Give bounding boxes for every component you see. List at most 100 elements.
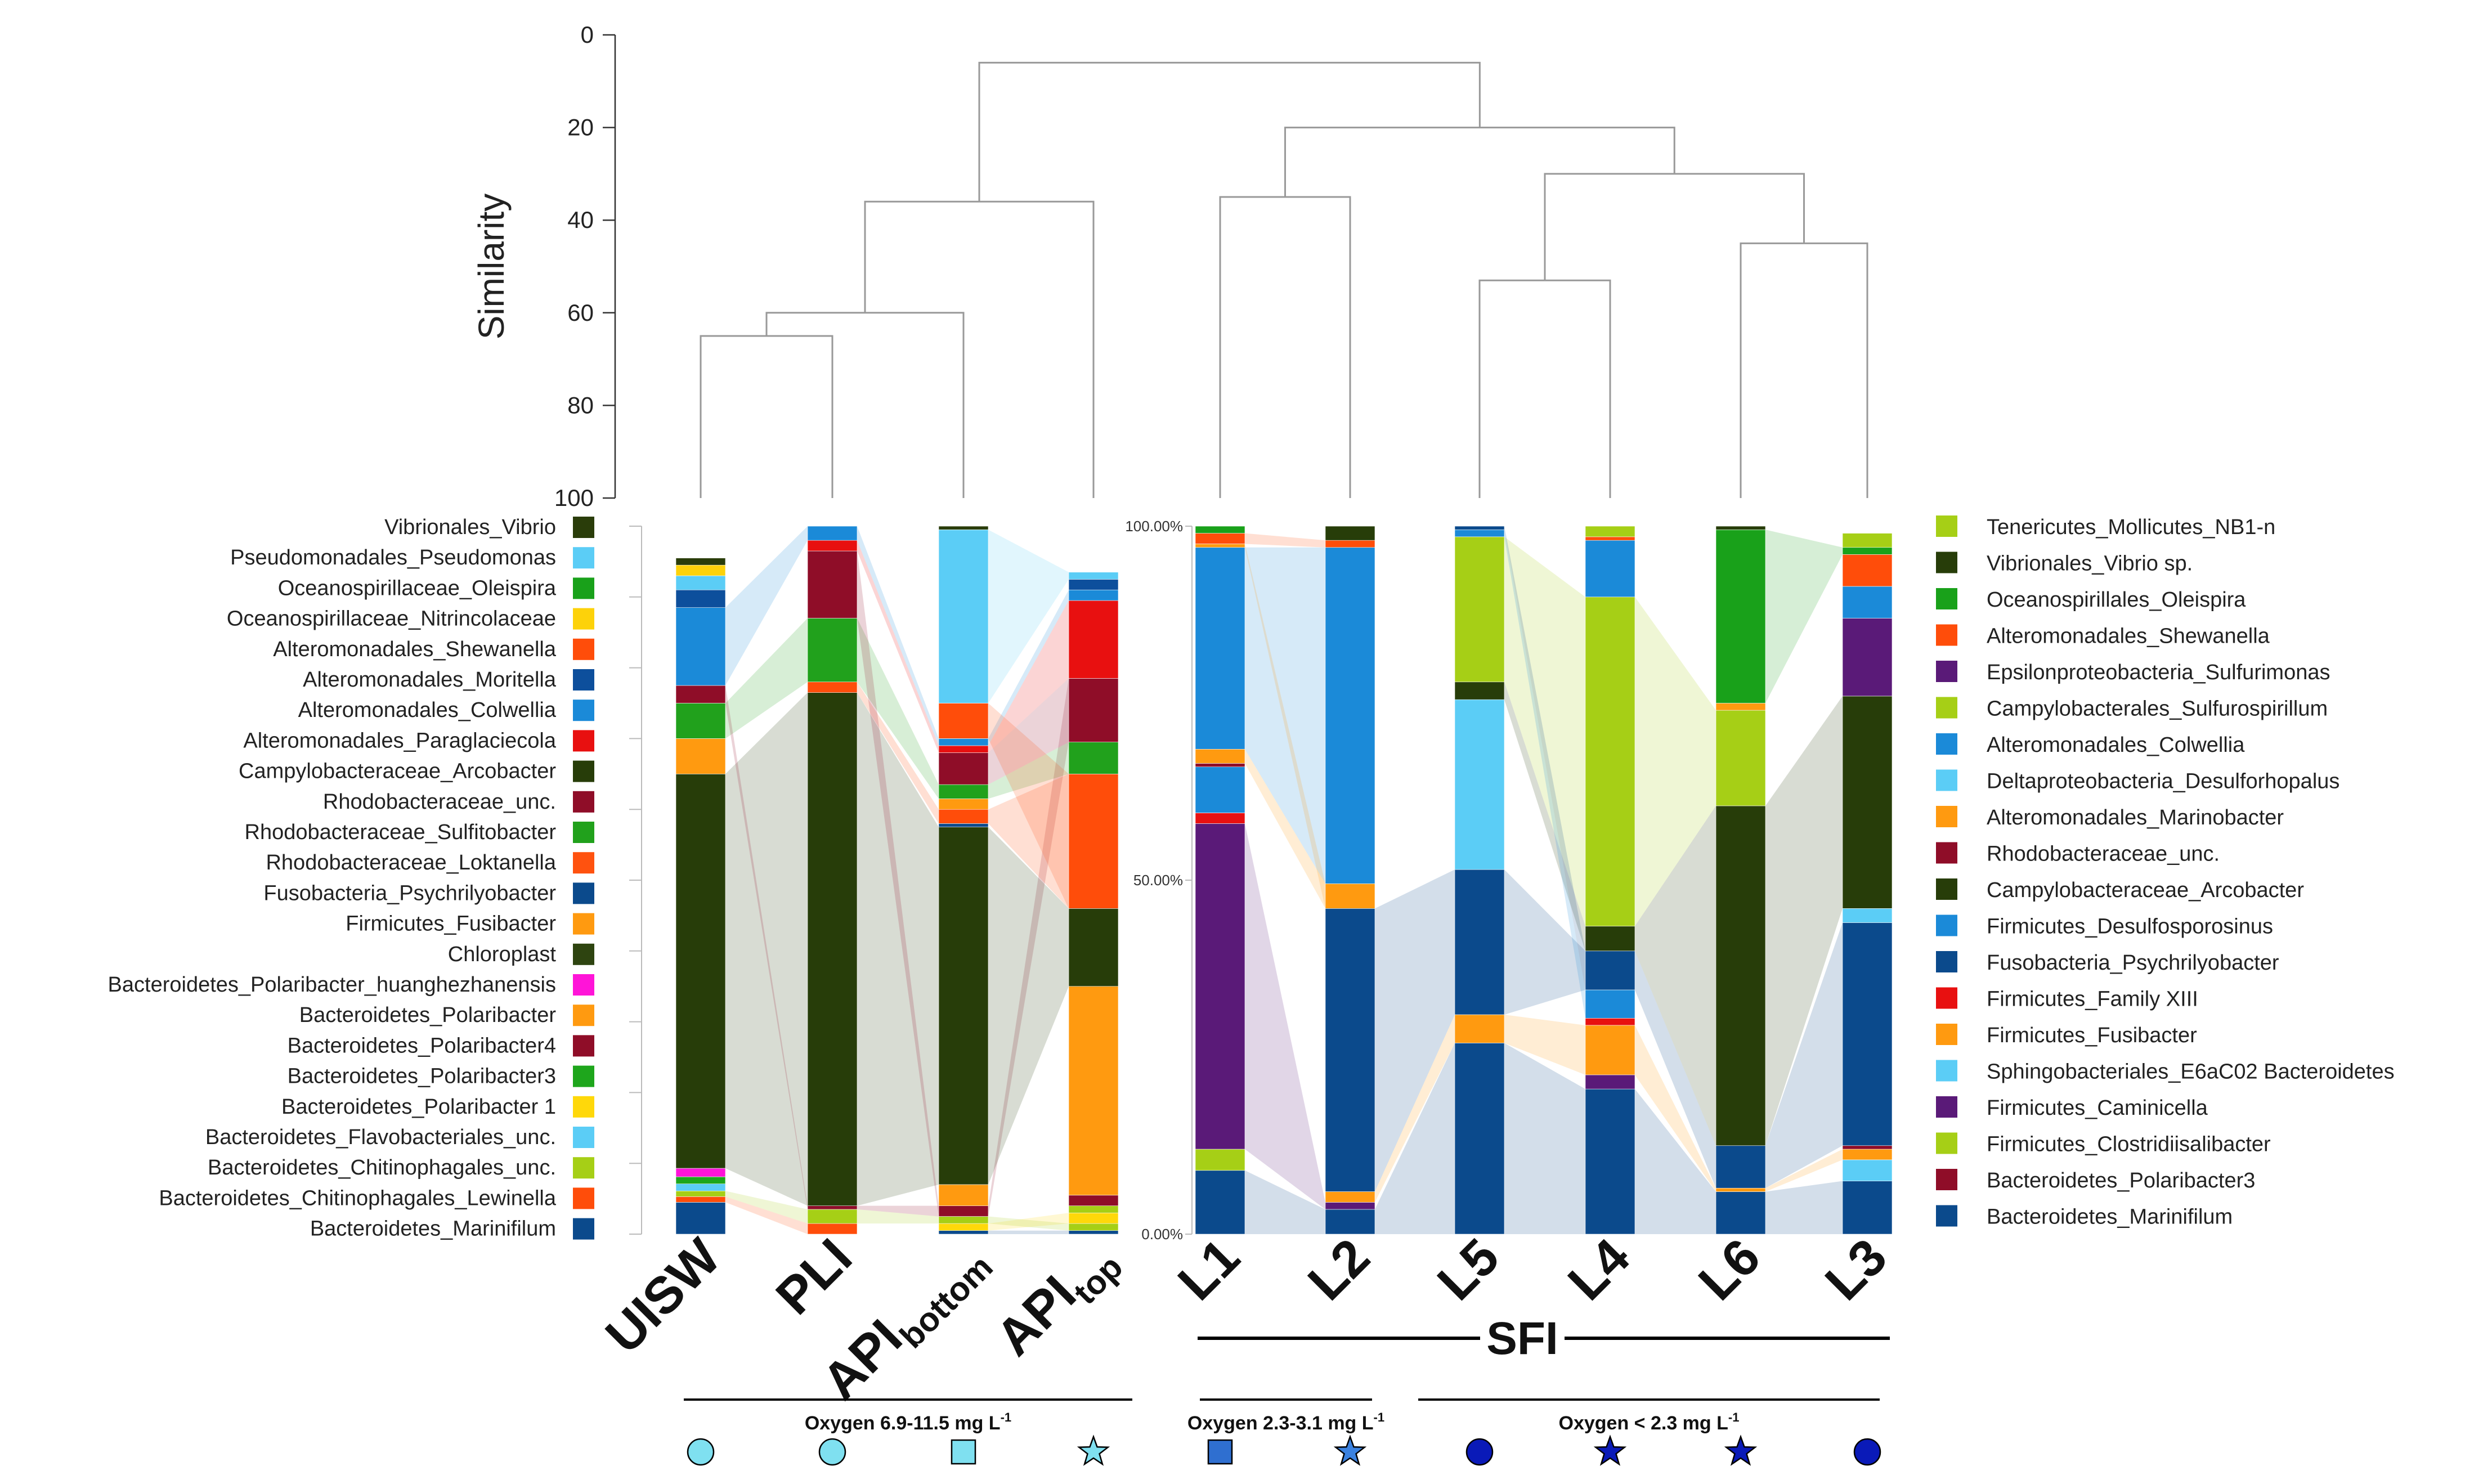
flow-bacteroidetes-chitinophagales-lewinella — [725, 1196, 808, 1234]
left-legend: Vibrionales_Vibrio Pseudomonadales_Pseudo… — [108, 515, 594, 1241]
bar-l1-oceanospirillales-oleispira — [1195, 526, 1245, 533]
left-legend-swatch — [573, 1065, 594, 1087]
marker-l3 — [1853, 1438, 1881, 1466]
dendrogram-link-uisw-pli — [700, 335, 833, 498]
bar-l5-firmicutes-desulfosporosinus — [1454, 529, 1505, 537]
bar-l3-fusobacteria-psychrilyobacter — [1842, 922, 1893, 1146]
flow-rhodobacteraceae-sulfitobacter — [725, 618, 808, 739]
bar-l1-alteromonadales-colwellia — [1195, 547, 1245, 750]
flow-alteromonadales-shewanella — [1245, 533, 1325, 548]
bar-l1-alteromonadales-marinobacter — [1195, 748, 1245, 764]
bar-api-bottom-rhodobacteraceae-unc — [938, 752, 989, 785]
bar-l1-alteromonadales-shewanella — [1195, 533, 1245, 544]
marker-l6 — [1724, 1434, 1758, 1466]
bar-api-top-bacteroidetes-chitinophagales-unc — [1068, 1223, 1119, 1231]
bar-l2-alteromonadales-marinobacter — [1325, 883, 1375, 909]
bar-l5-deltaproteobacteria-desulforhopalus — [1454, 699, 1505, 870]
bar-l4-bacteroidetes-marinifilum — [1585, 1088, 1635, 1235]
dendrogram: 0 20 40 60 80 100 Similarity — [471, 21, 1868, 511]
bar-l6-campylobacteraceae-arcobacter — [1715, 805, 1766, 1146]
bar-api-bottom-alteromonadales-colwellia — [938, 738, 989, 746]
flow-bacteroidetes-marinifilum — [988, 1230, 1069, 1234]
bar-l6-fusobacteria-psychrilyobacter — [1715, 1145, 1766, 1189]
flow-bacteroidetes-chitinophagales-unc — [857, 1209, 939, 1224]
bar-api-bottom-pseudomonadales-pseudomonas — [938, 529, 989, 703]
left-legend-label: Firmicutes_Fusibacter — [346, 912, 556, 936]
left-legend-label: Bacteroidetes_Chitinophagales_unc. — [208, 1156, 556, 1180]
flow-bacteroidetes-marinifilum — [1765, 1181, 1843, 1234]
bar-l1-bacteroidetes-marinifilum — [1195, 1170, 1245, 1235]
right-bar-tick-label: 50.00% — [1133, 872, 1183, 889]
bar-pli-alteromonadales-shewanella — [807, 682, 858, 693]
right-legend-swatch — [1936, 1024, 1957, 1045]
left-legend-swatch — [573, 822, 594, 843]
right-legend-swatch — [1936, 1060, 1957, 1082]
oxygen-label-text: Oxygen 2.3-3.1 mg L — [1187, 1413, 1374, 1434]
left-legend-swatch — [573, 547, 594, 569]
right-legend-swatch — [1936, 624, 1957, 646]
bar-uisw-alteromonadales-moritella — [675, 589, 726, 608]
flow-pseudomonadales-pseudomonas — [988, 530, 1069, 703]
flow-fusobacteria-psychrilyobacter — [1504, 526, 1585, 990]
bar-api-top-bacteroidetes-chitinophagales-unc — [1068, 1205, 1119, 1213]
bar-pli-alteromonadales-paraglaciecola — [807, 540, 858, 552]
marker-l4 — [1593, 1434, 1627, 1466]
bar-uisw-bacteroidetes-polaribacter3 — [675, 1176, 726, 1184]
bar-l5-fusobacteria-psychrilyobacter — [1454, 526, 1505, 530]
flow-campylobacteraceae-arcobacter — [1765, 696, 1843, 1146]
bar-pli-campylobacteraceae-arcobacter — [807, 692, 858, 1206]
dendrogram-tick-label: 40 — [567, 207, 594, 233]
left-legend-swatch — [573, 882, 594, 904]
bar-l2-firmicutes-fusibacter — [1325, 1191, 1375, 1203]
left-legend-label: Rhodobacteraceae_Sulfitobacter — [245, 821, 557, 844]
bar-api-bottom-alteromonadales-shewanella — [938, 703, 989, 739]
flow-bacteroidetes-marinifilum — [1635, 1089, 1716, 1234]
bar-l5-fusobacteria-psychrilyobacter — [1454, 869, 1505, 1015]
left-legend-label: Fusobacteria_Psychrilyobacter — [263, 881, 556, 905]
dendrogram-tick-label: 100 — [554, 485, 594, 511]
bar-l6-oceanospirillales-oleispira — [1715, 529, 1766, 703]
dendrogram-tick-label: 20 — [567, 114, 594, 141]
stacked-bars — [675, 526, 1893, 1235]
oxygen-label-sup: -1 — [1728, 1410, 1740, 1424]
right-legend-swatch — [1936, 1205, 1957, 1227]
dendrogram-tick-label: 60 — [567, 299, 594, 326]
bar-api-top-alteromonadales-paraglaciecola — [1068, 600, 1119, 679]
right-legend-label: Tenericutes_Mollicutes_NB1-n — [1987, 515, 2275, 539]
right-legend-label: Bacteroidetes_Polaribacter3 — [1987, 1169, 2255, 1192]
flow-alteromonadales-marinobacter — [1245, 544, 1325, 909]
flow-rhodobacteraceae-unc — [988, 678, 1069, 1217]
right-legend: Tenericutes_Mollicutes_NB1-n Vibrionales_… — [1936, 515, 2395, 1229]
bar-l3-deltaproteobacteria-desulforhopalus — [1842, 908, 1893, 923]
flow-alteromonadales-paraglaciecola — [857, 540, 939, 753]
dendrogram-tick-label: 0 — [581, 21, 594, 48]
bar-l2-alteromonadales-colwellia — [1325, 547, 1375, 884]
bar-pli-bacteroidetes-chitinophagales-unc — [807, 1209, 858, 1224]
left-legend-swatch — [573, 730, 594, 752]
flow-rhodobacteraceae-unc — [988, 678, 1069, 785]
flow-firmicutes-fusibacter — [1765, 1149, 1843, 1192]
flow-alteromonadales-colwellia — [1245, 547, 1325, 884]
sample-label-l5: L5 — [1427, 1228, 1510, 1311]
right-legend-label: Firmicutes_Clostridiisalibacter — [1987, 1133, 2271, 1156]
bar-l6-vibrionales-vibrio-sp — [1715, 526, 1766, 530]
flow-alteromonadales-shewanella — [988, 703, 1069, 909]
flow-campylobacteraceae-arcobacter — [1504, 682, 1585, 951]
right-legend-label: Epsilonproteobacteria_Sulfurimonas — [1987, 661, 2330, 684]
right-legend-label: Oceanospirillales_Oleispira — [1987, 588, 2246, 612]
left-legend-swatch — [573, 1035, 594, 1057]
right-legend-label: Firmicutes_Desulfosporosinus — [1987, 915, 2273, 939]
sample-label-l3: L3 — [1814, 1228, 1898, 1311]
flow-rhodobacteraceae-sulfitobacter — [857, 618, 939, 799]
right-legend-label: Alteromonadales_Colwellia — [1987, 733, 2245, 757]
right-legend-swatch — [1936, 1096, 1957, 1118]
bar-l4-campylobacterales-sulfurospirillum — [1585, 597, 1635, 927]
bar-l3-epsilonproteobacteria-sulfurimonas — [1842, 618, 1893, 697]
flow-fusobacteria-psychrilyobacter — [1635, 951, 1716, 1189]
left-legend-swatch — [573, 1127, 594, 1148]
bar-l3-bacteroidetes-marinifilum — [1842, 1181, 1893, 1235]
right-legend-label: Alteromonadales_Marinobacter — [1987, 806, 2284, 830]
oxygen-label-sup: -1 — [1001, 1410, 1012, 1424]
right-legend-swatch — [1936, 987, 1957, 1009]
bar-l5-bacteroidetes-marinifilum — [1454, 1043, 1505, 1235]
